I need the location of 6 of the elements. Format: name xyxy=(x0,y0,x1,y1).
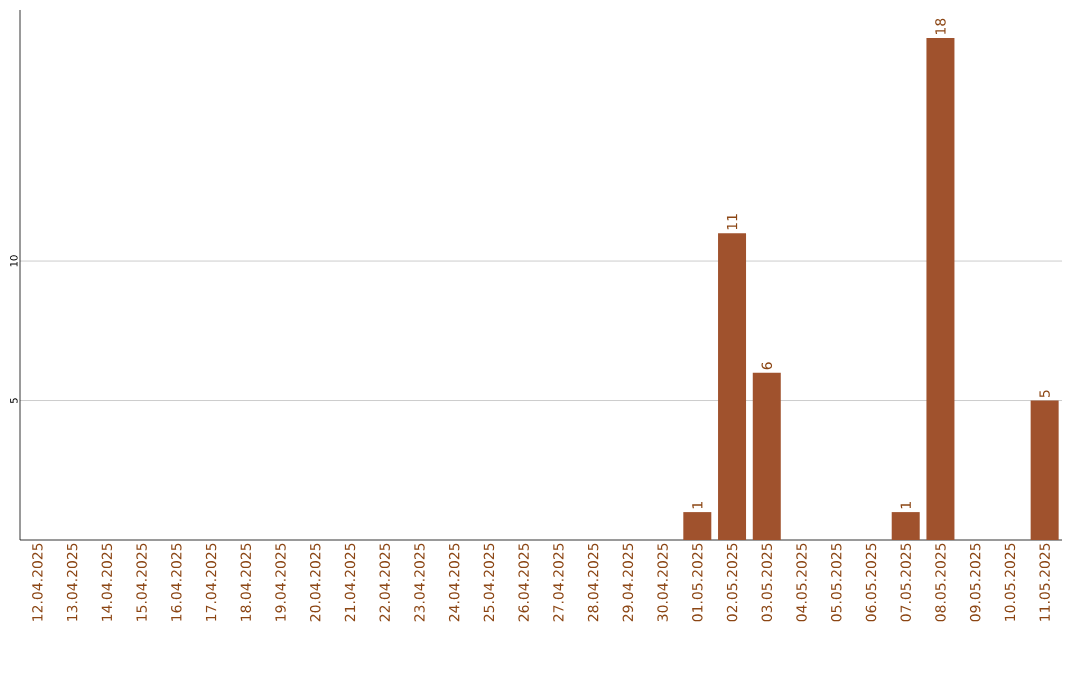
bar xyxy=(1030,400,1059,540)
bar xyxy=(718,233,747,540)
bar xyxy=(752,372,781,540)
bar xyxy=(683,512,712,540)
bar xyxy=(891,512,920,540)
bar xyxy=(926,37,955,540)
